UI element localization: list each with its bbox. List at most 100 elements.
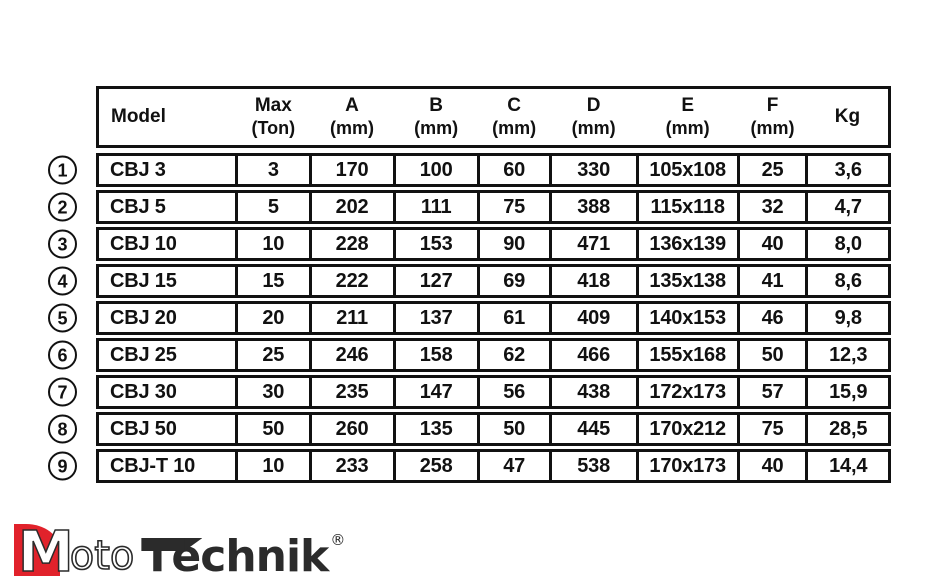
cell-c: 69: [476, 267, 551, 295]
table-body: 1 CBJ 3 3 170 100 60 330 105x108 25 3,6 2 CBJ 5 5 202…: [48, 153, 891, 483]
cell-e: 172x173: [635, 378, 739, 406]
cell-f: 25: [736, 156, 807, 184]
row-index-badge: 1: [48, 155, 77, 185]
cell-a: 246: [308, 341, 395, 369]
table-row-box: CBJ 30 30 235 147 56 438 172x173 57 15,9: [96, 375, 891, 409]
column-header-c-unit: (mm): [492, 117, 537, 138]
cell-model: CBJ 10: [110, 233, 177, 255]
cell-f: 41: [736, 267, 807, 295]
table-row-box: CBJ 50 50 260 135 50 445 170x212 75 28,5: [96, 412, 891, 446]
row-index-badge: 8: [48, 414, 77, 444]
logo-letter-m: M: [17, 520, 74, 585]
cell-f: 46: [736, 304, 807, 332]
cell-a: 233: [308, 452, 395, 480]
cell-b: 137: [392, 304, 479, 332]
column-header-max-unit: (Ton): [251, 117, 296, 138]
cell-e: 170x173: [635, 452, 739, 480]
column-header-max: Max (Ton): [237, 89, 310, 145]
cell-f: 40: [736, 452, 807, 480]
row-index-badge: 3: [48, 229, 77, 259]
cell-b: 147: [392, 378, 479, 406]
cell-a: 222: [308, 267, 395, 295]
table-row: 8 CBJ 50 50 260 135 50 445 170x212 75 28,5: [48, 412, 891, 446]
cell-c: 61: [476, 304, 551, 332]
cell-model: CBJ 15: [110, 270, 177, 292]
cell-a: 211: [308, 304, 395, 332]
cell-max: 20: [235, 304, 310, 332]
cell-c: 60: [476, 156, 551, 184]
row-index-badge: 7: [48, 377, 77, 407]
cell-c: 90: [476, 230, 551, 258]
cell-kg: 28,5: [805, 415, 888, 443]
cell-max: 15: [235, 267, 310, 295]
cell-kg: 4,7: [805, 193, 888, 221]
cell-a: 170: [308, 156, 395, 184]
column-header-d: D (mm): [550, 89, 637, 145]
cell-d: 538: [548, 452, 638, 480]
cell-b: 100: [392, 156, 479, 184]
cell-a: 235: [308, 378, 395, 406]
row-index-badge: 4: [48, 266, 77, 296]
cell-max: 50: [235, 415, 310, 443]
cell-e: 136x139: [635, 230, 739, 258]
cell-d: 330: [548, 156, 638, 184]
cell-kg: 14,4: [805, 452, 888, 480]
cell-c: 47: [476, 452, 551, 480]
cell-max: 5: [235, 193, 310, 221]
column-header-b-unit: (mm): [414, 117, 459, 138]
table-row: 7 CBJ 30 30 235 147 56 438 172x173 57 15,9: [48, 375, 891, 409]
row-index-badge: 5: [48, 303, 77, 333]
table-row: 9 CBJ-T 10 10 233 258 47 538 170x173 40 14,4: [48, 449, 891, 483]
cell-model: CBJ 3: [110, 159, 166, 181]
row-index-badge: 2: [48, 192, 77, 222]
column-header-e-label: E: [681, 95, 694, 117]
column-header-a: A (mm): [310, 89, 394, 145]
table-row: 2 CBJ 5 5 202 111 75 388 115x118 32 4,7: [48, 190, 891, 224]
cell-c: 75: [476, 193, 551, 221]
column-header-f-unit: (mm): [750, 117, 795, 138]
cell-c: 56: [476, 378, 551, 406]
column-header-d-label: D: [586, 95, 601, 117]
row-index-badge: 9: [48, 451, 77, 481]
row-index-badge: 6: [48, 340, 77, 370]
cell-f: 50: [736, 341, 807, 369]
table-row-box: CBJ 25 25 246 158 62 466 155x168 50 12,3: [96, 338, 891, 372]
hammer-head-icon: [141, 538, 191, 551]
cell-e: 105x108: [635, 156, 739, 184]
cell-kg: 12,3: [805, 341, 888, 369]
cell-f: 75: [736, 415, 807, 443]
table-row-box: CBJ 15 15 222 127 69 418 135x138 41 8,6: [96, 264, 891, 298]
cell-f: 57: [736, 378, 807, 406]
cell-max: 10: [235, 230, 310, 258]
cell-f: 40: [736, 230, 807, 258]
cell-b: 127: [392, 267, 479, 295]
cell-e: 140x153: [635, 304, 739, 332]
cell-a: 260: [308, 415, 395, 443]
column-header-max-label: Max: [254, 95, 292, 117]
logo-word-technik: echnik: [171, 531, 329, 582]
table-row-box: CBJ 10 10 228 153 90 471 136x139 40 8,0: [96, 227, 891, 261]
column-header-e: E (mm): [637, 89, 738, 145]
column-header-b: B (mm): [394, 89, 478, 145]
column-header-kg-label: Kg: [834, 105, 861, 127]
cell-kg: 8,6: [805, 267, 888, 295]
cell-model: CBJ 30: [110, 381, 177, 403]
column-header-model-label: Model: [111, 105, 166, 127]
cell-e: 155x168: [635, 341, 739, 369]
column-header-kg: Kg: [807, 89, 888, 145]
column-header-c: C (mm): [478, 89, 550, 145]
table-row-box: CBJ-T 10 10 233 258 47 538 170x173 40 14,4: [96, 449, 891, 483]
column-header-b-label: B: [429, 95, 443, 117]
cell-a: 202: [308, 193, 395, 221]
column-header-d-unit: (mm): [571, 117, 616, 138]
cell-b: 153: [392, 230, 479, 258]
cell-b: 158: [392, 341, 479, 369]
cell-a: 228: [308, 230, 395, 258]
cell-e: 135x138: [635, 267, 739, 295]
cell-d: 388: [548, 193, 638, 221]
column-header-c-label: C: [507, 95, 521, 117]
cell-kg: 15,9: [805, 378, 888, 406]
column-header-model: Model: [99, 89, 237, 145]
